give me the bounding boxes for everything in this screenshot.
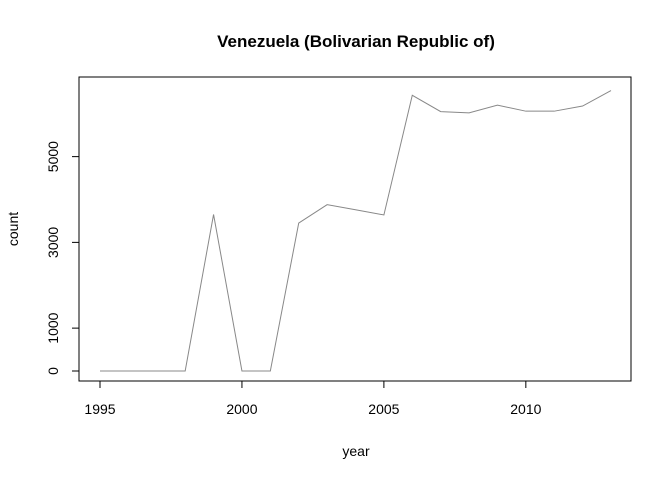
y-tick-label: 3000 [45, 227, 61, 258]
x-tick-label: 2010 [510, 401, 541, 417]
y-tick-label: 5000 [45, 141, 61, 172]
chart-title: Venezuela (Bolivarian Republic of) [217, 32, 495, 51]
y-tick-label: 1000 [45, 312, 61, 343]
y-tick-label: 0 [45, 367, 61, 375]
x-axis-label: year [342, 443, 370, 459]
plot-frame [78, 76, 632, 382]
y-axis: 0 1000 3000 5000 [45, 141, 79, 375]
y-axis-label: count [5, 212, 21, 246]
x-tick-label: 2000 [226, 401, 257, 417]
x-tick-label: 1995 [84, 401, 115, 417]
x-axis: 1995 2000 2005 2010 [84, 381, 542, 417]
series-line [100, 90, 612, 372]
x-tick-label: 2005 [368, 401, 399, 417]
